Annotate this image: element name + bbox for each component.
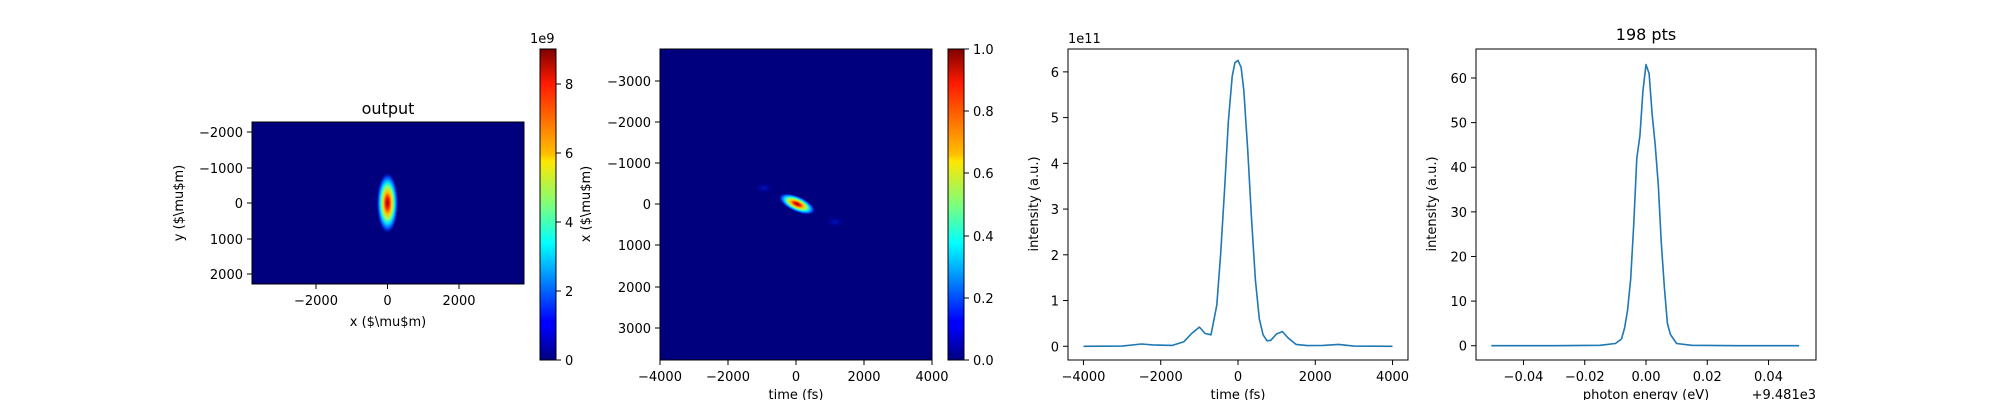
colorbar-tick-label: 0.8 [973,105,994,120]
panel-time-space-heatmap: −4000 −2000 0 2000 4000 time (fs) −3000 … [579,43,994,400]
y-tick-label: 1000 [210,233,243,248]
x-tick-label: −0.02 [1565,370,1605,385]
y-tick-label: 0 [1051,340,1059,355]
y-tick-label: −2000 [199,126,243,141]
tick-group: −4000 −2000 0 2000 4000 0 1 2 3 4 5 6 [1051,66,1409,385]
y-tick-label: 40 [1450,161,1467,176]
faint-side-lobe [754,182,774,194]
x-tick-label: −2000 [706,370,750,385]
panel-spectrum: −0.04 −0.02 0.00 0.02 0.04 0 10 20 30 40 50 60 198 … [1425,25,1817,400]
intensity-line [1083,59,1393,348]
x-tick-label: 0 [1234,370,1242,385]
x-tick-label: 0 [792,370,800,385]
colorbar-tick-label: 1.0 [973,43,994,58]
y-tick-label: 3000 [618,322,651,337]
x-tick-label: 0.00 [1632,370,1661,385]
axes-frame [1067,48,1409,361]
y-tick-label: 4 [1051,157,1059,172]
y-tick-label: 6 [1051,66,1059,81]
chart-title: output [362,99,415,118]
beam-spot [376,172,399,234]
faint-side-lobe [825,216,845,228]
chart-title: 198 pts [1616,25,1676,44]
x-tick-label: −4000 [1061,370,1105,385]
colorbar: 0.0 0.2 0.4 0.6 0.8 1.0 [947,43,994,369]
colorbar-tick-label: 2 [565,285,573,300]
axes-frame [1475,48,1817,361]
colorbar-gradient [947,48,965,361]
x-tick-label: −2000 [1139,370,1183,385]
x-tick-label: −0.04 [1504,370,1544,385]
colorbar-offset-label: 1e9 [530,32,555,47]
y-tick-label: 2 [1051,249,1059,264]
y-axis: −2000 −1000 0 1000 2000 y ($\mu$m) [172,126,252,283]
y-tick-label: 1 [1051,295,1059,310]
y-tick-label: 30 [1450,206,1467,221]
y-tick-label: 10 [1450,295,1467,310]
x-axis-label: time (fs) [1211,388,1266,400]
y-axis-label: intensity (a.u.) [1027,156,1042,251]
colorbar-tick-label: 6 [565,147,573,162]
y-tick-label: 50 [1450,117,1467,132]
y-axis-label: y ($\mu$m) [172,165,187,241]
x-tick-label: 2000 [442,294,475,309]
y-tick-label: 5 [1051,112,1059,127]
y-tick-label: 0 [235,197,243,212]
x-tick-label: 2000 [1299,370,1332,385]
colorbar-tick-label: 0.2 [973,292,994,307]
colorbar-gradient [539,48,557,361]
x-tick-label: 0 [383,294,391,309]
x-tick-label: 0.02 [1693,370,1722,385]
panel-temporal-intensity: −4000 −2000 0 2000 4000 0 1 2 3 4 5 6 1e11 time (fs… [1027,32,1409,400]
pulse-spot [778,193,816,215]
y-axis-label: intensity (a.u.) [1425,156,1440,251]
colorbar-tick-label: 0.4 [973,230,994,245]
x-tick-label: −2000 [294,294,338,309]
x-axis-label: time (fs) [769,388,824,400]
x-axis: −4000 −2000 0 2000 4000 time (fs) [638,360,949,400]
x-tick-label: 4000 [1376,370,1409,385]
x-tick-label: 4000 [915,370,948,385]
y-tick-label: 20 [1450,250,1467,265]
y-tick-label: 60 [1450,72,1467,87]
colorbar-tick-label: 0.6 [973,167,994,182]
y-axis-label: x ($\mu$m) [579,166,594,242]
colorbar-tick-label: 0 [565,354,573,369]
colorbar: 0 2 4 6 8 1e9 [530,32,573,369]
y-tick-label: −3000 [607,75,651,90]
panel-output-heatmap: output −2000 0 2000 x ($\mu$m) −2000 −10… [172,32,573,369]
x-tick-label: 2000 [847,370,880,385]
y-tick-label: 0 [643,198,651,213]
colorbar-tick-label: 0.0 [973,354,994,369]
y-offset-label: 1e11 [1068,32,1101,47]
colorbar-tick-label: 4 [565,216,573,231]
y-axis: −3000 −2000 −1000 0 1000 2000 3000 x ($\… [579,75,660,337]
colorbar-tick-label: 8 [565,78,573,93]
spectrum-line [1491,63,1800,347]
y-tick-label: 1000 [618,239,651,254]
x-axis: −2000 0 2000 x ($\mu$m) [294,284,476,330]
y-tick-label: −1000 [607,157,651,172]
y-tick-label: 2000 [618,281,651,296]
x-tick-label: 0.04 [1754,370,1783,385]
x-tick-label: −4000 [638,370,682,385]
tick-group: −0.04 −0.02 0.00 0.02 0.04 0 10 20 30 40 50 60 [1450,72,1783,385]
x-axis-label: x ($\mu$m) [350,315,426,330]
x-axis-label: photon energy (eV) [1583,388,1709,400]
y-tick-label: 0 [1459,340,1467,355]
y-tick-label: −2000 [607,116,651,131]
y-tick-label: 2000 [210,268,243,283]
y-tick-label: 3 [1051,203,1059,218]
y-tick-label: −1000 [199,162,243,177]
x-offset-label: +9.481e3 [1752,388,1816,400]
